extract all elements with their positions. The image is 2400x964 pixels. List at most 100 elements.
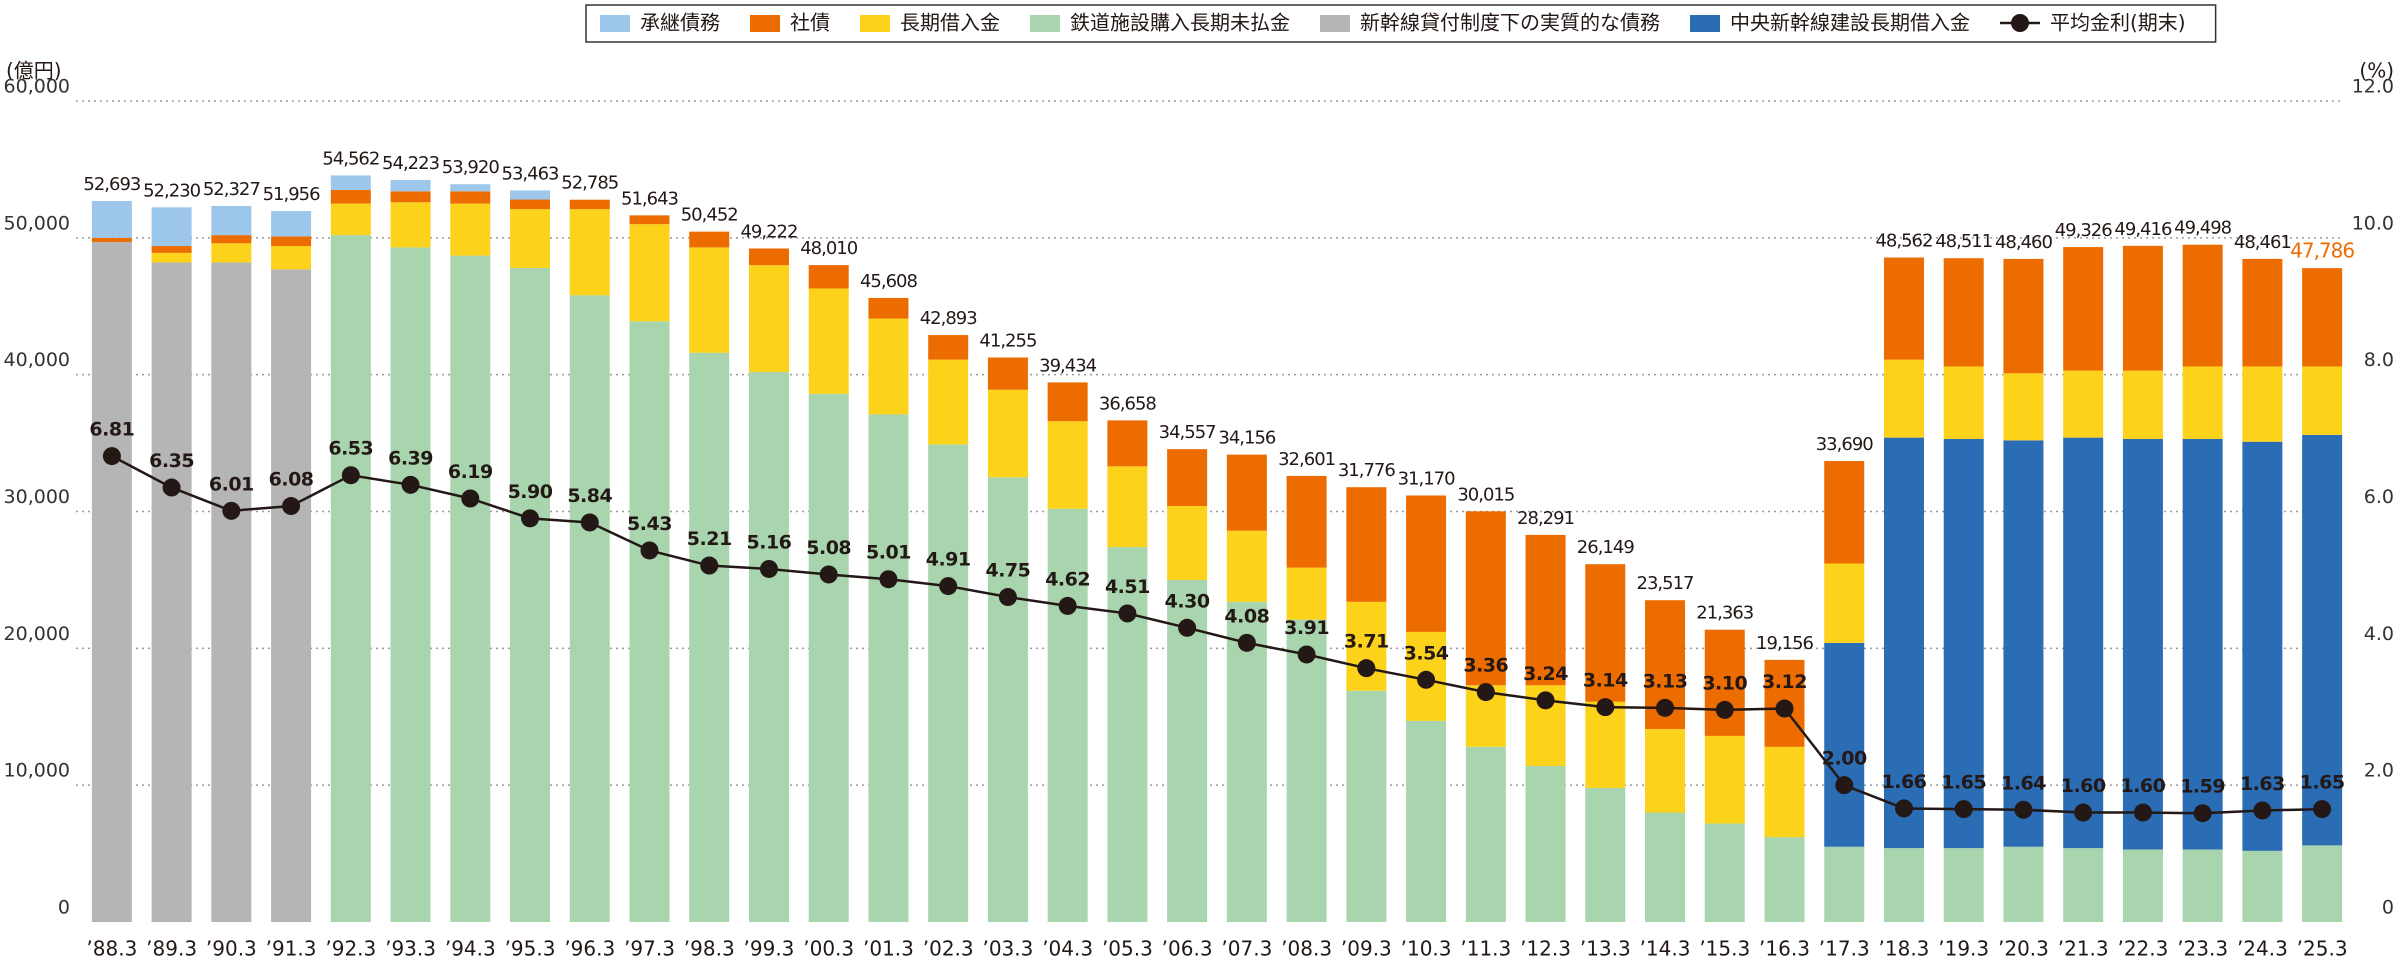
bar-segment <box>510 267 551 923</box>
rate-dot <box>1715 700 1734 719</box>
y-tick-label: 0 <box>58 897 70 919</box>
bar-segment <box>450 184 491 192</box>
bar-segment <box>1226 530 1267 602</box>
bar-segment <box>2003 846 2044 922</box>
bar-segment <box>928 444 969 922</box>
bar-segment <box>1047 421 1088 509</box>
bar-segment <box>629 321 670 923</box>
bar-segment <box>2122 370 2163 439</box>
x-tick-label: ’10.3 <box>1401 937 1452 961</box>
rate-label: 5.43 <box>627 513 672 535</box>
bar-segment <box>1943 438 1984 849</box>
legend-dot <box>2011 14 2029 32</box>
bar-segment <box>1226 601 1267 922</box>
bar-segment <box>2122 245 2163 371</box>
x-tick-label: ’23.3 <box>2177 937 2228 961</box>
total-label: 52,693 <box>83 174 141 195</box>
bar-segment <box>510 199 551 210</box>
total-label: 50,452 <box>681 205 738 226</box>
bar-segment <box>330 203 371 236</box>
rate-label: 1.66 <box>1882 771 1927 793</box>
rate-label: 4.51 <box>1105 576 1150 598</box>
y2-unit: (%) <box>2359 59 2394 83</box>
y-tick-label: 40,000 <box>4 349 70 371</box>
total-label: 49,222 <box>740 221 797 242</box>
x-tick-label: ’18.3 <box>1879 937 1930 961</box>
rate-label: 5.08 <box>806 537 851 559</box>
rate-line <box>111 454 2323 815</box>
bar-segment <box>1286 475 1327 568</box>
bar-segment <box>928 359 969 445</box>
legend-swatch <box>1030 15 1060 32</box>
x-tick-label: ’96.3 <box>564 937 615 961</box>
bar-segment <box>1585 564 1626 702</box>
bar-segment <box>1167 579 1208 922</box>
bar-segment <box>271 211 312 237</box>
bar-segment <box>151 262 192 922</box>
rate-label: 3.91 <box>1284 617 1329 639</box>
rate-dot <box>461 489 480 508</box>
total-label: 54,562 <box>322 148 379 169</box>
total-label: 34,557 <box>1159 422 1216 443</box>
bar-segment <box>569 209 610 296</box>
bar-segment <box>1167 506 1208 580</box>
x-tick-label: ’17.3 <box>1819 937 1870 961</box>
bar-segment <box>808 393 849 922</box>
bar-segment <box>1286 619 1327 922</box>
bar-segment <box>271 246 312 270</box>
bar-segment <box>1824 461 1865 564</box>
total-label: 48,461 <box>2234 232 2291 253</box>
bar-segment <box>330 175 371 190</box>
bar-segment <box>987 389 1028 478</box>
x-tick-label: ’13.3 <box>1580 937 1631 961</box>
bar-segment <box>689 231 730 248</box>
legend-label: 新幹線貸付制度下の実質的な債務 <box>1360 11 1660 35</box>
x-tick-label: ’15.3 <box>1699 937 1750 961</box>
bar-segment <box>2302 268 2343 367</box>
rate-dot <box>759 559 778 578</box>
rate-dot <box>1476 683 1495 702</box>
rate-label: 2.00 <box>1822 748 1867 770</box>
bar-segment <box>1525 534 1566 686</box>
rate-label: 1.60 <box>2061 775 2106 797</box>
rate-dot <box>2313 800 2332 819</box>
bar-segment <box>91 237 132 242</box>
y-unit: (億円) <box>6 59 62 83</box>
bar-segment <box>1645 812 1686 922</box>
bar-segment <box>1824 846 1865 922</box>
rate-dot <box>819 565 838 584</box>
rate-label: 5.16 <box>747 531 792 553</box>
bar-segment <box>2122 438 2163 850</box>
bar-segment <box>1645 729 1686 813</box>
total-label: 31,776 <box>1338 460 1396 481</box>
bar-segment <box>2182 849 2223 922</box>
total-label: 51,643 <box>621 188 679 209</box>
total-label: 54,223 <box>382 153 440 174</box>
x-tick-label: ’09.3 <box>1341 937 1392 961</box>
total-label: 39,434 <box>1039 355 1097 376</box>
bar-segment <box>330 235 371 922</box>
bar-segment <box>629 224 670 322</box>
bar-segment <box>1585 787 1626 922</box>
total-label: 21,363 <box>1696 603 1754 624</box>
bar-segment <box>808 288 849 394</box>
total-label: 52,785 <box>561 173 618 194</box>
bar-segment <box>569 295 610 922</box>
bar-segment <box>1704 735 1745 824</box>
x-tick-label: ’21.3 <box>2058 937 2109 961</box>
bar-segment <box>2182 244 2223 367</box>
rate-label: 3.13 <box>1643 670 1688 692</box>
legend-swatch <box>750 15 780 32</box>
rate-dot <box>2014 800 2033 819</box>
bar-segment <box>1525 766 1566 922</box>
rate-dot <box>1835 776 1854 795</box>
total-label: 41,255 <box>979 330 1036 351</box>
bar-segment <box>450 191 491 204</box>
x-tick-label: ’01.3 <box>863 937 914 961</box>
bar-segment <box>2302 366 2343 435</box>
y2-tick-label: 8.0 <box>2364 349 2394 371</box>
rate-dot <box>401 475 420 494</box>
bar-segment <box>1943 366 1984 439</box>
total-label: 52,230 <box>143 180 201 201</box>
